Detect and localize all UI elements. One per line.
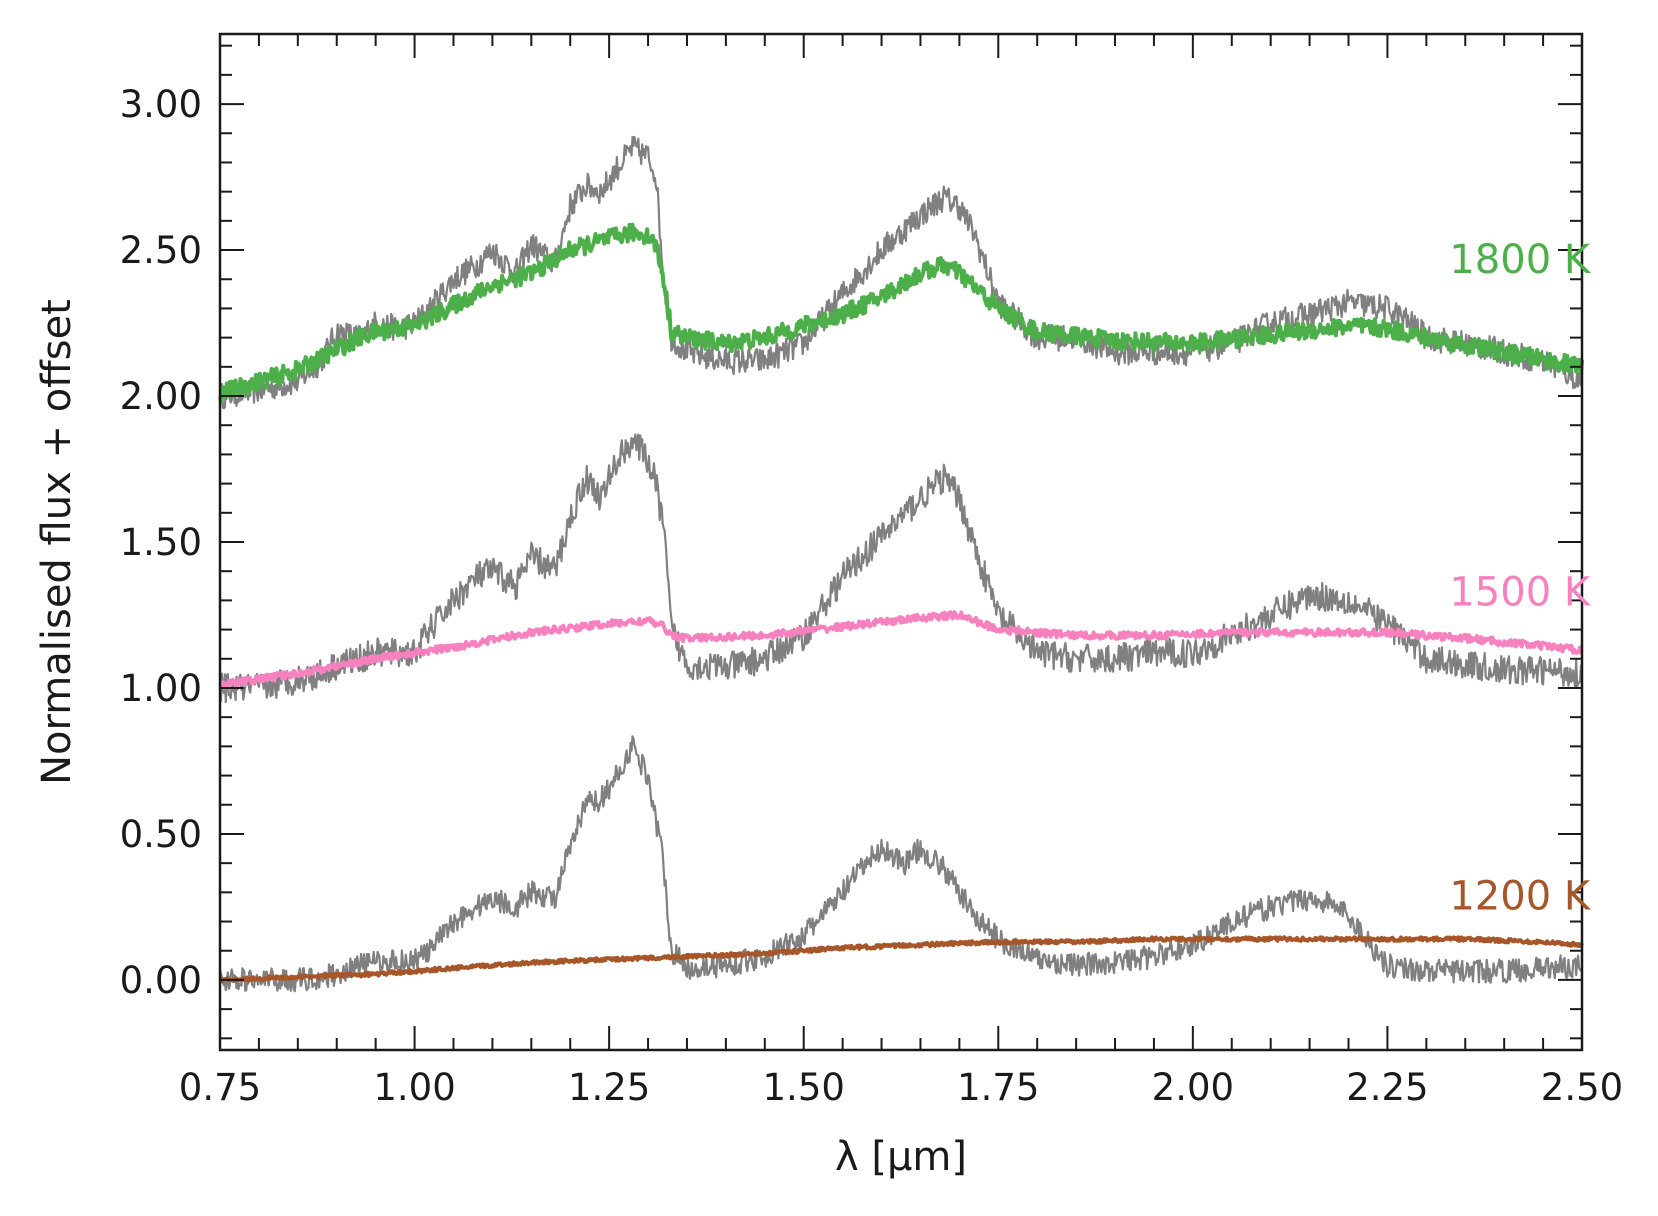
tick-labels-layer: 0.75 1.00 1.25 1.50 1.75 2.00 2.25 2.50 0.00 0.50…: [120, 83, 1624, 1109]
x-tick-label: 1.50: [763, 1066, 845, 1109]
y-tick-label: 3.00: [120, 83, 202, 126]
series-layer: [218, 135, 1584, 993]
x-axis-title: λ [μm]: [835, 1134, 967, 1180]
series-temperature-label: 1500 K: [1449, 570, 1592, 616]
x-tick-label: 0.75: [179, 1066, 261, 1109]
y-tick-label: 2.50: [120, 229, 202, 272]
x-tick-label: 1.75: [957, 1066, 1039, 1109]
series-temperature-label: 1200 K: [1449, 873, 1592, 919]
series-line-2: [218, 433, 1584, 704]
x-tick-label: 2.50: [1541, 1066, 1623, 1109]
x-tick-label: 1.25: [568, 1066, 650, 1109]
ticks-layer: [219, 34, 1583, 1050]
series-temperature-label: 1800 K: [1449, 237, 1592, 283]
y-axis-title: Normalised flux + offset: [34, 299, 80, 785]
series-line-1: [218, 222, 1584, 404]
series-labels-layer: 1800 K 1500 K 1200 K: [1449, 237, 1592, 919]
plot-frame: [218, 32, 1584, 1052]
y-tick-label: 1.50: [120, 521, 202, 564]
x-tick-label: 1.00: [373, 1066, 455, 1109]
x-tick-label: 2.25: [1346, 1066, 1428, 1109]
series-line-5: [218, 935, 1584, 984]
y-tick-label: 0.00: [120, 959, 202, 1002]
series-line-0: [218, 135, 1584, 410]
y-tick-label: 1.00: [120, 667, 202, 710]
x-tick-label: 2.00: [1152, 1066, 1234, 1109]
series-line-4: [218, 735, 1583, 993]
series-line-3: [218, 610, 1584, 690]
y-tick-label: 0.50: [120, 813, 202, 856]
y-tick-label: 2.00: [120, 375, 202, 418]
